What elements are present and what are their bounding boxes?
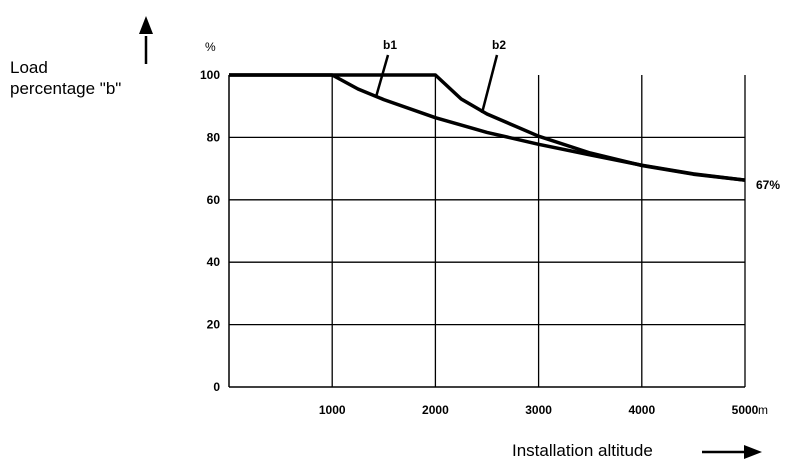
y-axis-label-line1: Load: [10, 58, 48, 77]
series-line-b2: [229, 73, 746, 182]
y-tick-label-0: 0: [213, 380, 220, 394]
x-axis-arrow: [702, 445, 762, 459]
plot-frame: [228, 75, 746, 388]
y-tick-label-40: 40: [207, 255, 221, 269]
y-unit-label: %: [205, 40, 216, 54]
series-leader-b1: [374, 54, 390, 98]
tick-labels: 0 20 40 60 80 100 1000 2000 3000 4000 5000: [200, 68, 759, 417]
x-tick-label-1000: 1000: [319, 403, 346, 417]
x-tick-label-5000: 5000: [732, 403, 759, 417]
y-axis-label-line2: percentage "b": [10, 79, 122, 98]
series-label-b1: b1: [383, 38, 397, 52]
curves: b1 b2: [229, 38, 746, 182]
x-axis-label: Installation altitude: [512, 441, 653, 460]
y-tick-label-100: 100: [200, 68, 220, 82]
end-annotation: 67%: [756, 178, 780, 192]
y-tick-label-20: 20: [207, 318, 221, 332]
x-unit-label: m: [758, 403, 768, 417]
y-tick-label-80: 80: [207, 130, 221, 144]
x-tick-label-3000: 3000: [525, 403, 552, 417]
series-label-b2: b2: [492, 38, 506, 52]
series-leader-b2: [480, 54, 499, 114]
x-tick-label-4000: 4000: [628, 403, 655, 417]
y-tick-label-60: 60: [207, 193, 221, 207]
y-axis-arrow: [139, 16, 153, 64]
x-tick-label-2000: 2000: [422, 403, 449, 417]
grid: [229, 75, 745, 387]
